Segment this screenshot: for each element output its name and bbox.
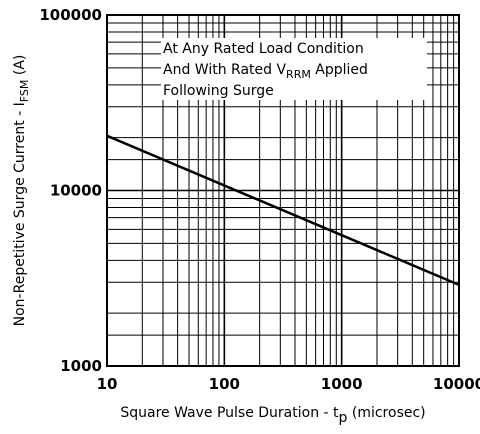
annotation-line-2-tail: Applied: [311, 62, 368, 78]
x-axis-label: Square Wave Pulse Duration - tp (microse…: [120, 405, 425, 426]
y-axis-label-main: Non-Repetitive Surge Current - I: [12, 102, 28, 326]
plot-frame: [106, 14, 460, 367]
y-axis-label-subscript: FSM: [18, 80, 31, 103]
x-tick-label: 1000: [321, 375, 363, 393]
x-axis-label-main: Square Wave Pulse Duration - t: [120, 405, 339, 421]
x-tick-label: 10: [97, 375, 118, 393]
y-axis-label-tail: (A): [12, 55, 28, 80]
y-tick-labels: 1000 10000 100000: [39, 6, 102, 375]
annotation-line-2: And With Rated VRRM Applied: [163, 62, 368, 81]
x-tick-label: 10000: [433, 375, 480, 393]
x-axis-label-tail: (microsec): [347, 405, 425, 421]
x-tick-labels: 10 100 1000 10000: [97, 375, 480, 393]
annotation-line-1: At Any Rated Load Condition: [163, 41, 364, 57]
x-axis-label-subscript: p: [339, 410, 348, 426]
y-tick-label: 10000: [50, 182, 102, 200]
y-tick-label: 100000: [39, 6, 102, 24]
surge-current-curve: [106, 134, 460, 287]
annotation-vrrm-subscript: RRM: [286, 68, 311, 81]
y-tick-label: 1000: [60, 357, 102, 375]
annotation-box: [161, 38, 427, 100]
x-tick-label: 100: [209, 375, 240, 393]
y-axis-label: Non-Repetitive Surge Current - IFSM (A): [12, 55, 31, 327]
annotation-line-3: Following Surge: [163, 83, 274, 99]
annotation-line-2-main: And With Rated V: [163, 62, 286, 78]
